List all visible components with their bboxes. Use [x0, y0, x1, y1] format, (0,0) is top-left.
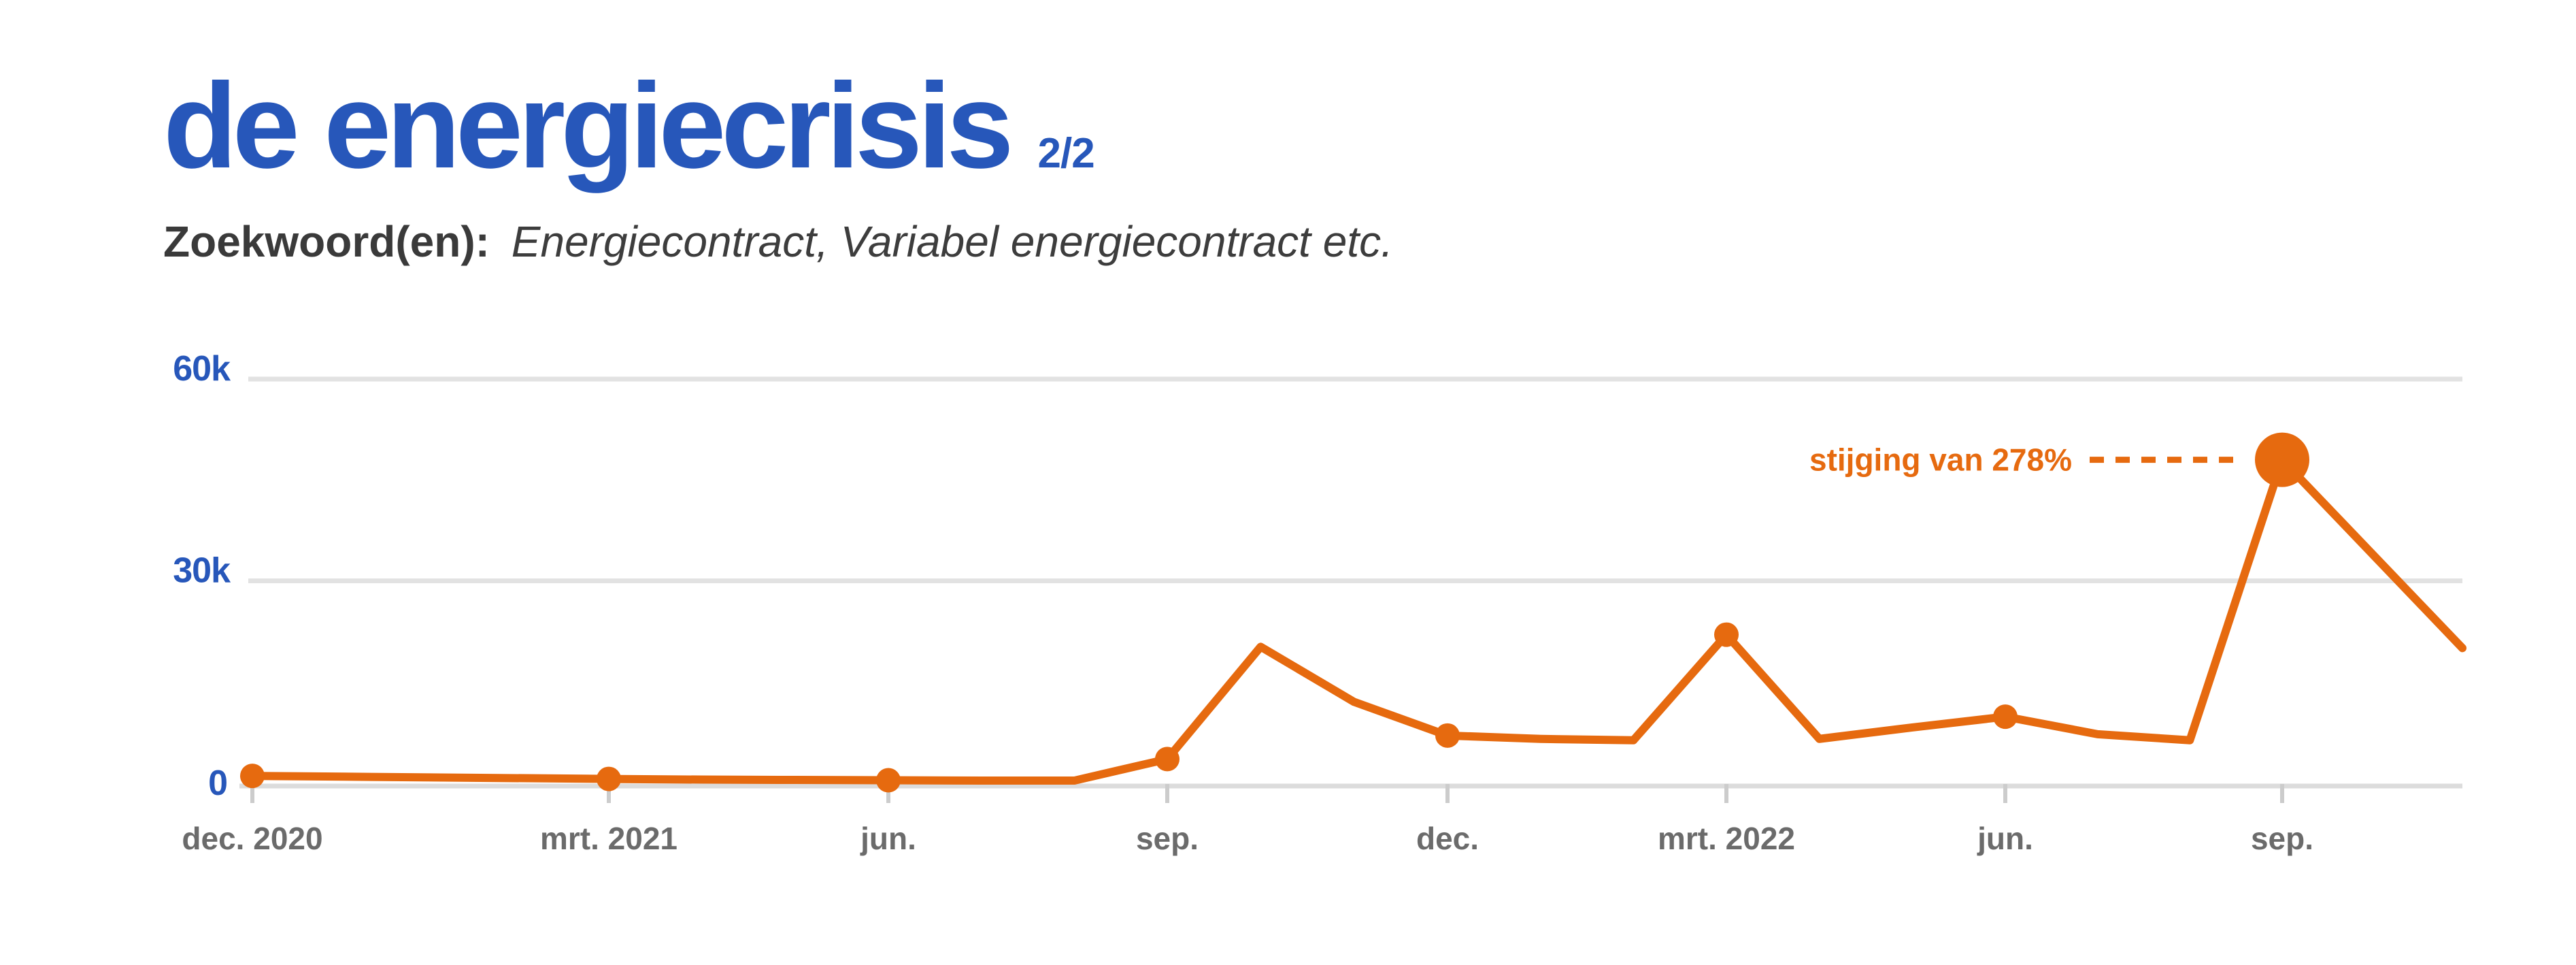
x-axis-label: mrt. 2021 [540, 821, 678, 856]
y-axis-label-30k: 30k [173, 551, 231, 591]
subtitle: Zoekwoord(en): Energiecontract, Variabel… [163, 216, 1393, 267]
data-point-marker [1714, 622, 1739, 647]
data-point-marker [240, 764, 265, 789]
data-point-marker [1993, 704, 2018, 730]
x-axis-label: sep. [1136, 821, 1199, 856]
x-axis-label: sep. [2251, 821, 2313, 856]
x-axis-label: dec. 2020 [182, 821, 322, 856]
data-point-marker [597, 766, 621, 791]
y-axis-label-0: 0 [208, 764, 227, 803]
x-axis-label: jun. [1977, 821, 2033, 856]
data-point-marker [876, 768, 901, 793]
page-title: de energiecrisis [163, 58, 1014, 193]
header: de energiecrisis 2/2 Zoekwoord(en): Ener… [163, 65, 1393, 267]
trend-line [248, 455, 2466, 785]
x-axis-label: dec. [1416, 821, 1479, 856]
data-point-marker [1435, 723, 1460, 748]
peak-marker [2255, 432, 2309, 487]
data-point-marker [1155, 747, 1180, 772]
keywords-label: Zoekwoord(en): [163, 217, 490, 266]
x-axis-label: mrt. 2022 [1658, 821, 1795, 856]
annotation-label: stijging van 278% [1809, 442, 2072, 478]
page-indicator: 2/2 [1037, 130, 1095, 177]
keywords-text: Energiecontract, Variabel energiecontrac… [511, 217, 1393, 266]
y-axis-label-60k: 60k [173, 349, 231, 389]
x-axis-label: jun. [860, 821, 916, 856]
title-row: de energiecrisis 2/2 [163, 65, 1393, 186]
